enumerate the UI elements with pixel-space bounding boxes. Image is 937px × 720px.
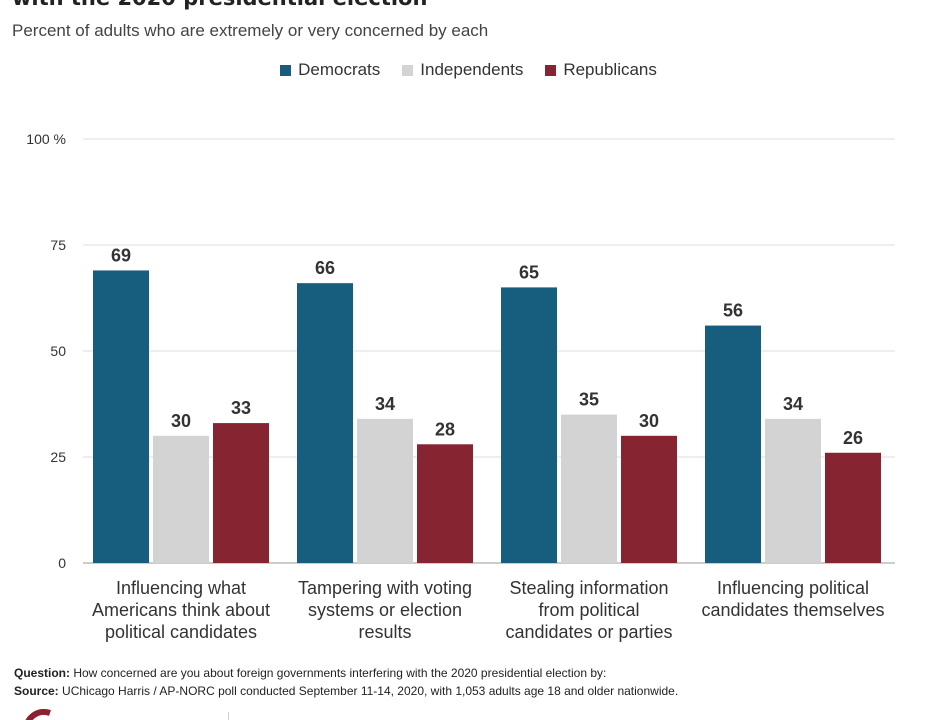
bar (501, 287, 557, 563)
legend-item-democrats: Democrats (280, 60, 380, 80)
x-tick-label: Americans think about (92, 600, 270, 620)
bar (297, 283, 353, 563)
source-label: Source: (14, 684, 59, 698)
data-label: 34 (375, 394, 395, 414)
data-label: 30 (171, 411, 191, 431)
y-tick-label: 25 (50, 449, 66, 465)
data-label: 69 (111, 245, 131, 265)
data-label: 28 (435, 419, 455, 439)
source-text: UChicago Harris / AP-NORC poll conducted… (62, 684, 679, 698)
x-tick-label: results (358, 622, 411, 642)
bar (213, 423, 269, 563)
legend-swatch-democrats (280, 64, 292, 76)
bar (705, 325, 761, 563)
x-tick-label: Stealing information (509, 578, 668, 598)
bar (561, 414, 617, 563)
legend-swatch-independents (402, 64, 414, 76)
question-note: Question: How concerned are you about fo… (14, 664, 678, 682)
x-tick-label: candidates themselves (701, 600, 884, 620)
data-label: 35 (579, 390, 599, 410)
data-label: 65 (519, 262, 539, 282)
bar (621, 435, 677, 563)
x-tick-label: Influencing what (116, 578, 246, 598)
y-tick-label: 0 (58, 555, 66, 571)
data-label: 56 (723, 301, 743, 321)
bar-chart: 0 25 50 75 100 % 69 30 33 Influencing whatAmeric… (26, 131, 895, 642)
x-tick-label: candidates or parties (505, 622, 672, 642)
question-label: Question: (14, 666, 70, 680)
x-tick-label: political candidates (105, 622, 257, 642)
bar (825, 452, 881, 563)
legend: Democrats Independents Republicans (0, 60, 937, 80)
footnotes: Question: How concerned are you about fo… (14, 664, 678, 700)
data-label: 33 (231, 398, 251, 418)
bar (765, 418, 821, 563)
y-tick-label: 100 % (26, 131, 66, 147)
bar (153, 435, 209, 563)
footer-divider (228, 712, 229, 720)
question-text: How concerned are you about foreign gove… (73, 666, 607, 680)
chart-subtitle: Percent of adults who are extremely or v… (12, 21, 489, 40)
legend-label-republicans: Republicans (563, 60, 657, 79)
x-tick-label: from political (538, 600, 639, 620)
chart-title: with the 2020 presidential election (12, 0, 427, 10)
data-label: 66 (315, 258, 335, 278)
legend-item-independents: Independents (402, 60, 523, 80)
data-label: 26 (843, 428, 863, 448)
x-tick-label: Influencing political (717, 578, 869, 598)
data-label: 34 (783, 394, 803, 414)
bar (417, 444, 473, 563)
x-tick-label: systems or election (308, 600, 462, 620)
bar (93, 270, 149, 563)
bar (357, 418, 413, 563)
x-tick-label: Tampering with voting (298, 578, 472, 598)
legend-label-democrats: Democrats (298, 60, 381, 79)
y-tick-label: 50 (50, 343, 66, 359)
legend-item-republicans: Republicans (545, 60, 657, 80)
source-note: Source: UChicago Harris / AP-NORC poll c… (14, 682, 678, 700)
legend-label-independents: Independents (420, 60, 524, 79)
y-tick-label: 75 (50, 237, 66, 253)
data-label: 30 (639, 411, 659, 431)
uchicago-harris-logo-icon (20, 703, 70, 720)
legend-swatch-republicans (545, 64, 557, 76)
